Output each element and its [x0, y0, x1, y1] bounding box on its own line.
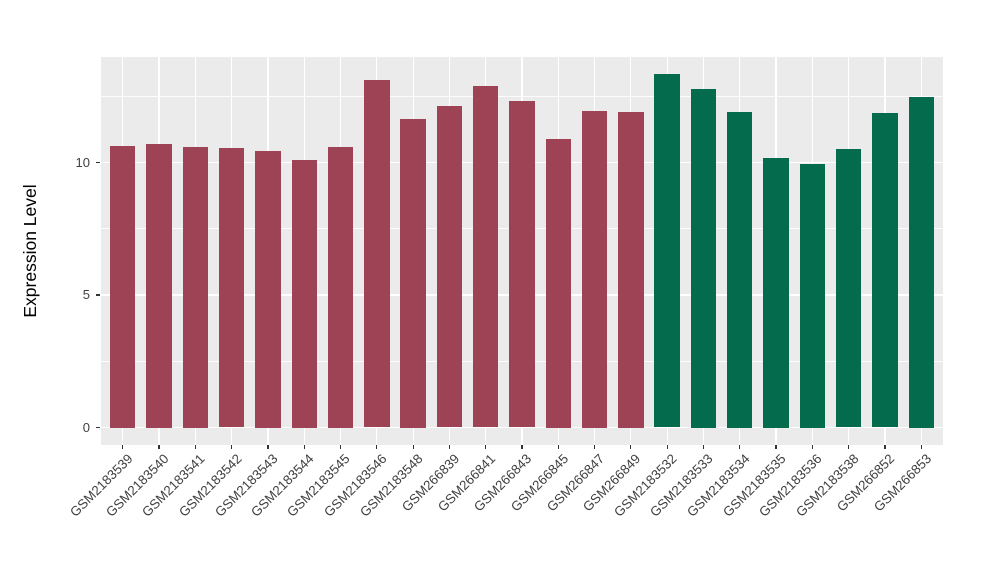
x-axis-tick-GSM2183544: [303, 445, 305, 449]
bar-GSM266839: [436, 106, 463, 428]
x-axis-tick-GSM2183538: [848, 445, 850, 449]
bar-GSM266853: [908, 97, 934, 428]
bar-GSM2183532: [654, 73, 680, 428]
x-axis-tick-GSM2183536: [811, 445, 813, 449]
bar-GSM266849: [618, 111, 644, 428]
plot-panel: [101, 57, 943, 445]
bar-GSM2183546: [364, 80, 390, 428]
x-axis-tick-GSM266852: [884, 445, 886, 449]
x-axis-tick-GSM2183541: [194, 445, 196, 449]
bar-GSM2183533: [690, 89, 717, 428]
x-axis-tick-GSM2183545: [339, 445, 342, 449]
bar-GSM2183542: [218, 147, 245, 428]
bar-GSM2183545: [327, 146, 354, 428]
x-axis-tick-GSM2183533: [702, 445, 705, 449]
y-axis-tick-label-10: 10: [75, 154, 90, 170]
x-axis-tick-GSM2183539: [122, 445, 124, 449]
x-axis-tick-GSM2183532: [666, 445, 668, 449]
bar-GSM2183534: [727, 111, 753, 428]
y-axis-title: Expression Level: [20, 184, 40, 318]
bar-GSM2183541: [182, 146, 209, 428]
bar-GSM266843: [509, 100, 535, 428]
bar-GSM2183548: [400, 119, 426, 428]
x-axis-tick-GSM266853: [920, 445, 922, 449]
x-axis-tick-GSM266843: [521, 445, 523, 449]
x-axis-tick-GSM2183540: [158, 445, 160, 449]
x-axis-tick-GSM266849: [630, 445, 632, 449]
bar-GSM266845: [545, 139, 571, 428]
bar-GSM2183544: [291, 159, 317, 428]
x-axis-tick-GSM266845: [557, 445, 559, 449]
x-axis-tick-GSM2183543: [267, 445, 269, 449]
bar-GSM2183535: [763, 158, 789, 428]
bar-GSM266852: [872, 113, 898, 428]
bar-GSM2183538: [835, 148, 862, 428]
bar-GSM2183536: [799, 164, 826, 428]
bar-GSM266841: [473, 85, 499, 428]
bar-GSM2183539: [110, 146, 136, 428]
y-axis-tick-5: [96, 294, 100, 296]
x-axis-tick-GSM266847: [593, 445, 596, 449]
x-axis-tick-GSM2183535: [775, 445, 777, 449]
y-axis-tick-label-5: 5: [82, 287, 90, 303]
y-axis-tick-label-0: 0: [82, 420, 90, 435]
y-axis-tick-10: [96, 161, 100, 164]
bar-GSM2183540: [146, 143, 172, 428]
x-axis-tick-GSM266841: [485, 445, 487, 449]
x-axis-tick-GSM266839: [448, 445, 450, 449]
x-axis-tick-GSM2183546: [376, 445, 378, 449]
bar-GSM266847: [581, 110, 608, 428]
bar-GSM2183543: [255, 150, 281, 428]
x-axis-tick-GSM2183542: [231, 445, 233, 449]
x-axis-tick-GSM2183534: [739, 445, 741, 449]
x-axis-tick-GSM2183548: [412, 445, 414, 449]
y-axis-tick-0: [96, 426, 100, 429]
